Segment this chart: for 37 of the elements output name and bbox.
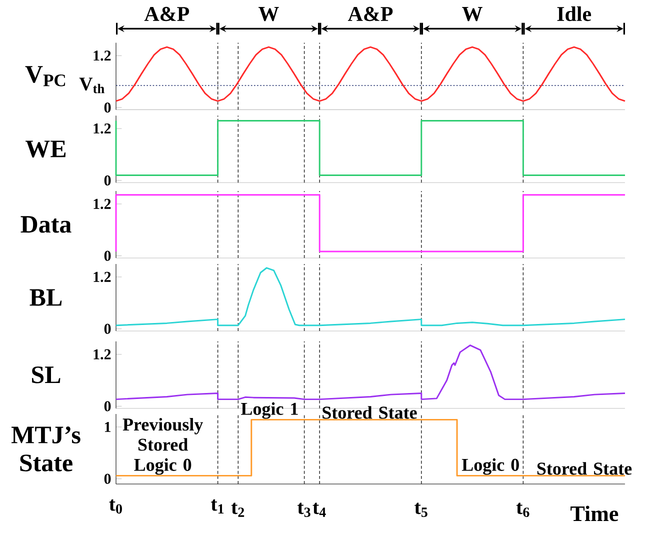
y-axis-title: WE (26, 140, 66, 158)
ref-line-label: t$_{6}$ (516, 502, 530, 517)
text: Idle (557, 6, 592, 22)
y-tick-label: 0 (104, 250, 111, 261)
text: A&P (144, 6, 190, 22)
y-axis-title: Data (20, 216, 72, 233)
y-axis-title: V$_{PC}$ (25, 66, 66, 86)
y-tick-label: 0 (104, 175, 111, 186)
y-tick-label: 1.2 (94, 272, 111, 282)
annotation: Stored State (322, 406, 417, 419)
ref-line-label: t$_{2}$ (231, 502, 244, 517)
y-tick-label: 1.2 (94, 198, 111, 210)
y-tick-label: 1 (104, 422, 111, 432)
text: W (462, 7, 482, 22)
ref-line-label: t$_{5}$ (414, 502, 428, 517)
text: W (258, 7, 279, 22)
ref-line-label: t$_{3}$ (297, 502, 310, 517)
y-tick-label: 0 (104, 474, 111, 484)
y-tick-label: 0 (104, 102, 111, 113)
text: A&P (348, 6, 393, 22)
x-tick-label: t$_{0}$ (109, 499, 122, 514)
y-tick-label: 0 (104, 324, 111, 334)
y-axis-title: SL (32, 366, 60, 384)
annotation: Logic 1 (241, 402, 298, 419)
y-tick-label: 1.2 (94, 123, 111, 134)
y-tick-label: 1.2 (94, 50, 111, 61)
annotation: Stored State (537, 462, 632, 475)
annotation: Previously Stored Logic 0 (122, 418, 203, 475)
y-axis-title: MTJ’s State (11, 426, 80, 472)
y-axis-title: BL (30, 289, 62, 306)
y-tick-label: 0 (104, 401, 111, 412)
x-axis-title: Time (570, 506, 618, 522)
annotation: Logic 0 (462, 458, 519, 475)
y-tick-label: 1.2 (94, 349, 111, 360)
x-tick-label: t$_{1}$ (210, 499, 224, 514)
ref-line-label: t$_{4}$ (312, 502, 326, 517)
ref-line-label: V$_{th}$ (79, 78, 104, 94)
